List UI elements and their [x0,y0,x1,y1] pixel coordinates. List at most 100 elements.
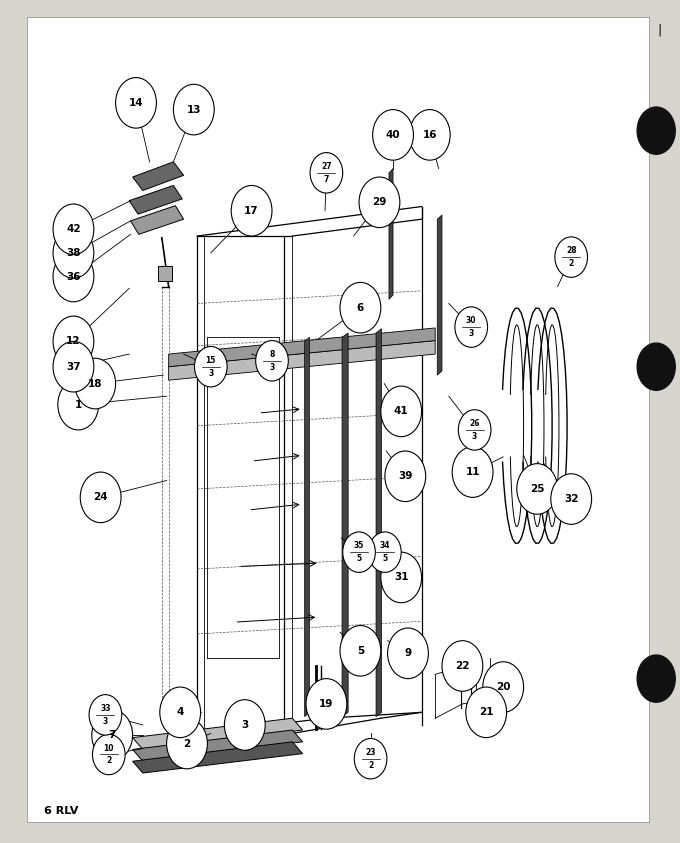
Text: 5: 5 [357,646,364,656]
Text: 24: 24 [93,492,108,502]
Circle shape [89,695,122,735]
Text: 31: 31 [394,572,409,583]
Text: 17: 17 [244,206,259,216]
Circle shape [340,626,381,676]
Polygon shape [389,169,393,299]
Circle shape [53,204,94,255]
Circle shape [116,78,156,128]
Text: 8: 8 [269,350,275,359]
Circle shape [173,84,214,135]
Text: 36: 36 [66,271,81,282]
Text: 38: 38 [66,248,81,258]
Circle shape [310,153,343,193]
Text: 32: 32 [564,494,579,504]
Text: 14: 14 [129,98,143,108]
Circle shape [373,110,413,160]
Polygon shape [437,215,442,375]
Circle shape [369,532,401,572]
Circle shape [58,379,99,430]
Polygon shape [305,337,309,717]
Circle shape [53,316,94,367]
Text: 23: 23 [365,748,376,757]
Text: 2: 2 [184,738,190,749]
Circle shape [381,386,422,437]
Circle shape [53,341,94,392]
Circle shape [388,628,428,679]
Text: 6: 6 [357,303,364,313]
Circle shape [385,451,426,502]
Circle shape [637,343,675,390]
Text: 3: 3 [208,368,214,378]
Text: 5: 5 [382,554,388,563]
Text: 34: 34 [379,541,390,550]
FancyBboxPatch shape [158,266,172,281]
Text: 3: 3 [269,362,275,372]
Text: 28: 28 [566,246,577,255]
Circle shape [92,734,125,775]
Polygon shape [376,329,381,717]
Text: 22: 22 [455,661,470,671]
Circle shape [458,410,491,450]
Text: 4: 4 [177,707,184,717]
Text: 11: 11 [465,467,480,477]
Text: 12: 12 [66,336,81,346]
Text: 42: 42 [66,224,81,234]
Circle shape [160,687,201,738]
Circle shape [483,662,524,712]
Circle shape [231,185,272,236]
Circle shape [455,307,488,347]
Circle shape [53,228,94,278]
Text: 26: 26 [469,419,480,428]
Circle shape [551,474,592,524]
Text: 40: 40 [386,130,401,140]
Polygon shape [131,206,184,234]
Text: 3: 3 [241,720,248,730]
Text: 7: 7 [109,730,116,740]
Polygon shape [133,742,303,773]
Circle shape [256,341,288,381]
Text: 16: 16 [422,130,437,140]
Text: |: | [658,24,662,36]
Polygon shape [342,333,348,717]
Text: 30: 30 [466,316,477,325]
Text: 19: 19 [319,699,334,709]
Polygon shape [133,162,184,191]
Text: 25: 25 [530,484,545,494]
Text: 2: 2 [106,756,112,765]
Text: 5: 5 [356,554,362,563]
Text: 3: 3 [103,717,108,726]
Text: 29: 29 [372,197,387,207]
Text: 10: 10 [103,744,114,753]
Circle shape [637,107,675,154]
Circle shape [92,710,133,760]
Text: 37: 37 [66,362,81,372]
Circle shape [80,472,121,523]
Circle shape [555,237,588,277]
Text: 33: 33 [100,704,111,713]
Text: 13: 13 [186,105,201,115]
Circle shape [409,110,450,160]
Circle shape [637,655,675,702]
Text: 35: 35 [354,541,364,550]
Polygon shape [169,341,435,380]
Circle shape [306,679,347,729]
Circle shape [343,532,375,572]
Text: 3: 3 [472,432,477,441]
Circle shape [354,738,387,779]
Polygon shape [133,718,303,749]
Text: 2: 2 [368,760,373,770]
Circle shape [442,641,483,691]
Text: 41: 41 [394,406,409,416]
Circle shape [381,552,422,603]
Circle shape [359,177,400,228]
Text: 3: 3 [469,329,474,338]
Circle shape [224,700,265,750]
FancyBboxPatch shape [27,17,649,822]
Text: 7: 7 [324,175,329,184]
Text: 20: 20 [496,682,511,692]
Circle shape [340,282,381,333]
Text: 39: 39 [398,471,413,481]
Text: 6 RLV: 6 RLV [44,806,79,816]
Circle shape [167,718,207,769]
Text: 27: 27 [321,162,332,171]
